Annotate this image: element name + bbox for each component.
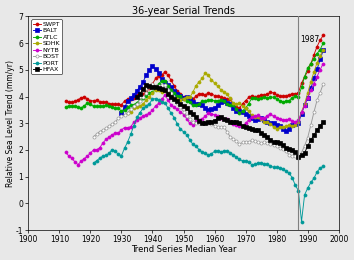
BALT bbox=[321, 49, 325, 52]
Legend: SWPT, BALT, ATLC, SDHK, NYTB, BOST, PORT, HFAX: SWPT, BALT, ATLC, SDHK, NYTB, BOST, PORT… bbox=[32, 20, 62, 74]
Line: SWPT: SWPT bbox=[64, 34, 325, 109]
SWPT bbox=[321, 34, 325, 37]
BALT bbox=[309, 87, 313, 90]
SDHK bbox=[321, 48, 325, 51]
PORT bbox=[284, 170, 288, 173]
PORT bbox=[154, 97, 158, 100]
HFAX bbox=[203, 121, 207, 125]
BOST bbox=[110, 122, 114, 126]
HFAX bbox=[321, 120, 325, 123]
NYTB bbox=[67, 154, 71, 157]
NYTB bbox=[194, 120, 198, 123]
PORT bbox=[278, 166, 282, 170]
HFAX bbox=[250, 127, 254, 130]
SDHK bbox=[126, 111, 130, 114]
PORT bbox=[91, 161, 96, 165]
ATLC bbox=[191, 103, 195, 106]
Y-axis label: Relative Sea Level Trend (mm/yr): Relative Sea Level Trend (mm/yr) bbox=[6, 60, 15, 187]
NYTB bbox=[63, 151, 68, 154]
HFAX bbox=[296, 155, 301, 158]
HFAX bbox=[144, 83, 148, 86]
BOST bbox=[302, 144, 307, 147]
ATLC bbox=[321, 41, 325, 44]
BALT bbox=[206, 108, 211, 111]
PORT bbox=[321, 165, 325, 168]
Line: BOST: BOST bbox=[92, 82, 325, 159]
Line: BALT: BALT bbox=[120, 49, 325, 133]
Line: NYTB: NYTB bbox=[64, 62, 325, 166]
SWPT bbox=[178, 92, 183, 95]
ATLC bbox=[79, 106, 83, 109]
BOST bbox=[275, 145, 279, 148]
SWPT bbox=[79, 96, 83, 100]
Line: ATLC: ATLC bbox=[64, 41, 325, 115]
ATLC bbox=[262, 96, 266, 99]
HFAX bbox=[181, 104, 185, 107]
Line: SDHK: SDHK bbox=[126, 48, 325, 131]
HFAX bbox=[237, 122, 241, 125]
SWPT bbox=[67, 100, 71, 103]
BALT bbox=[278, 125, 282, 128]
HFAX bbox=[175, 100, 179, 103]
ATLC bbox=[237, 112, 241, 115]
SDHK bbox=[250, 114, 254, 117]
SWPT bbox=[237, 106, 241, 109]
PORT bbox=[299, 220, 304, 223]
ATLC bbox=[63, 105, 68, 108]
BOST bbox=[321, 82, 325, 86]
SDHK bbox=[222, 90, 226, 93]
Title: 36-year Serial Trends: 36-year Serial Trends bbox=[132, 5, 235, 16]
BALT bbox=[119, 111, 124, 114]
SWPT bbox=[63, 99, 68, 102]
NYTB bbox=[76, 163, 80, 166]
PORT bbox=[268, 164, 273, 167]
Line: PORT: PORT bbox=[92, 97, 325, 223]
HFAX bbox=[135, 95, 139, 98]
NYTB bbox=[181, 113, 185, 116]
ATLC bbox=[67, 104, 71, 107]
BOST bbox=[91, 135, 96, 138]
BALT bbox=[284, 130, 288, 133]
NYTB bbox=[275, 116, 279, 119]
PORT bbox=[275, 166, 279, 169]
PORT bbox=[110, 148, 114, 151]
NYTB bbox=[321, 62, 325, 65]
SDHK bbox=[206, 74, 211, 77]
SDHK bbox=[275, 127, 279, 131]
HFAX bbox=[302, 151, 307, 154]
NYTB bbox=[262, 117, 266, 120]
BOST bbox=[150, 82, 155, 85]
SWPT bbox=[275, 94, 279, 97]
BALT bbox=[169, 86, 173, 89]
SDHK bbox=[253, 115, 257, 118]
ATLC bbox=[275, 97, 279, 100]
PORT bbox=[302, 193, 307, 196]
BALT bbox=[135, 89, 139, 92]
SDHK bbox=[150, 91, 155, 94]
BOST bbox=[268, 143, 273, 146]
SDHK bbox=[234, 102, 239, 105]
NYTB bbox=[82, 157, 86, 160]
BOST bbox=[296, 156, 301, 159]
ATLC bbox=[178, 95, 183, 98]
BOST bbox=[284, 150, 288, 153]
BALT bbox=[181, 96, 185, 99]
BOST bbox=[278, 146, 282, 150]
Text: 1987: 1987 bbox=[300, 35, 319, 44]
X-axis label: Trend Series Median Year: Trend Series Median Year bbox=[131, 245, 236, 255]
SWPT bbox=[191, 97, 195, 100]
SWPT bbox=[262, 94, 266, 97]
Line: HFAX: HFAX bbox=[136, 83, 325, 158]
